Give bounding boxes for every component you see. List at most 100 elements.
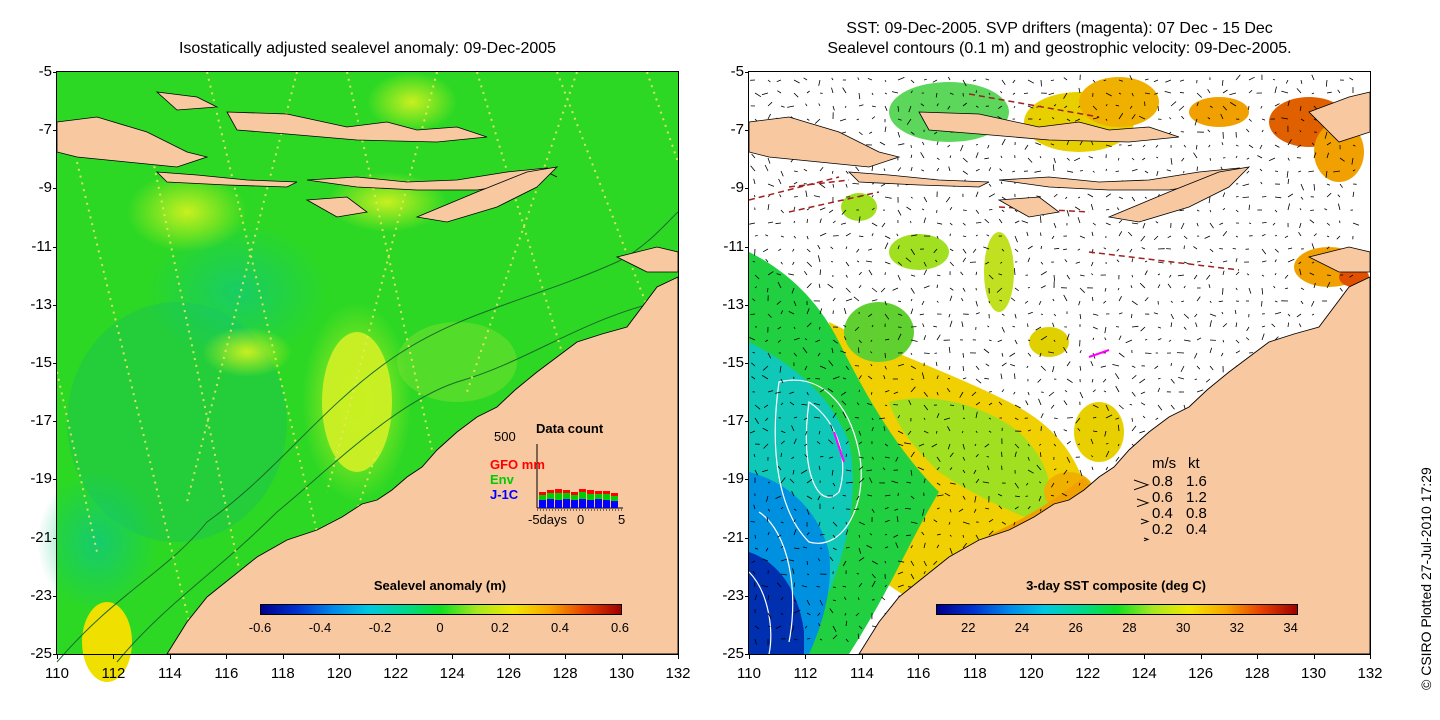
x-axis-tick-mark [113, 654, 115, 659]
y-axis-tick-label: -23 [722, 586, 744, 604]
x-axis-tick-label: 116 [906, 665, 931, 682]
data-count-bar [579, 489, 586, 492]
x-axis-tick-label: 112 [101, 665, 126, 682]
x-axis-tick-mark [974, 654, 976, 659]
data-count-bar [579, 499, 586, 508]
data-count-bar [571, 495, 578, 500]
x-axis-tick-label: 118 [270, 665, 295, 682]
x-axis-tick-mark [861, 654, 863, 659]
velocity-legend-kt: 0.8 [1186, 505, 1207, 522]
data-count-bar [587, 494, 594, 500]
data-count-bar [587, 490, 594, 494]
x-axis-tick-label: 128 [1244, 665, 1270, 682]
y-axis-tick-label: -17 [722, 412, 744, 430]
x-axis-tick-mark [1370, 654, 1371, 659]
right-australia [858, 276, 1371, 655]
x-axis-tick-label: 112 [793, 665, 818, 682]
x-axis-tick-label: 128 [552, 665, 578, 682]
velocity-legend-ms: 0.2 [1152, 521, 1173, 538]
velocity-legend-kt-header: kt [1188, 455, 1200, 472]
velocity-legend-header: m/s kt [1128, 455, 1238, 473]
y-axis-tick-mark [745, 363, 749, 364]
right-map [748, 72, 1371, 655]
left-islands [56, 91, 679, 273]
y-axis-tick-mark [745, 304, 749, 306]
y-axis-tick-mark [53, 246, 57, 248]
right-map-title-line2: Sealevel contours (0.1 m) and geostrophi… [827, 40, 1292, 57]
left-anomaly-blob [397, 322, 517, 402]
colorbar-tick-label: 22 [961, 620, 976, 635]
x-axis-tick-mark [565, 654, 567, 659]
x-axis-tick-label: 126 [1188, 665, 1214, 682]
data-count-bar [571, 500, 578, 508]
velocity-legend-row: 0.2 0.4 [1128, 521, 1238, 542]
x-axis-tick-mark [1031, 654, 1033, 659]
data-count-bar [611, 501, 618, 508]
x-axis-tick-label: 114 [849, 665, 874, 682]
velocity-legend-row: 0.8 1.6 [1128, 473, 1238, 490]
velocity-legend-row: 0.4 0.8 [1128, 505, 1238, 525]
data-count-bar [611, 493, 618, 496]
y-axis-tick-mark [745, 130, 749, 132]
x-axis-tick-label: 124 [439, 665, 465, 682]
data-count-bar [555, 493, 562, 500]
data-count-bar [555, 500, 562, 508]
y-axis-tick-label: -9 [730, 179, 744, 197]
velocity-arrow-icon [1136, 493, 1150, 510]
colorbar-tick-label: 0.6 [610, 620, 630, 635]
left-map [37, 71, 679, 682]
data-count-bar [611, 496, 618, 501]
data-count-title: Data count [536, 421, 604, 436]
velocity-legend-kt: 1.6 [1186, 473, 1207, 490]
colorbar-tick-label: 28 [1122, 620, 1137, 635]
data-count-bar [539, 495, 546, 500]
colorbar-tick-label: 26 [1068, 620, 1083, 635]
x-axis-tick-mark [621, 654, 623, 659]
y-axis-tick-label: -19 [30, 470, 52, 488]
colorbar-tick-label: -0.6 [248, 620, 272, 635]
x-axis-tick-label: 114 [157, 665, 182, 682]
data-count-x-tick: 0 [577, 512, 585, 527]
data-count-bar [571, 492, 578, 495]
colorbar-tick-label: 0.4 [550, 620, 570, 635]
left-depth-contour [116, 301, 658, 663]
y-axis-tick-mark [53, 421, 57, 423]
y-axis-tick-label: -25 [30, 645, 52, 662]
y-axis-tick-mark [53, 304, 57, 306]
velocity-legend-ms-header: m/s [1152, 455, 1177, 472]
left-anomaly-blob [147, 222, 327, 362]
y-axis-tick-label: -11 [31, 237, 52, 255]
colorbar-tick-label: 32 [1229, 620, 1245, 635]
svp-drifter-track-magenta [833, 431, 845, 463]
left-anomaly-blob [302, 302, 412, 502]
data-count-bar [595, 499, 602, 508]
left-anomaly-blob [127, 172, 247, 252]
right-islands [748, 91, 1371, 273]
y-axis-tick-mark [745, 654, 749, 655]
y-axis-tick-label: -15 [30, 354, 52, 371]
y-axis-tick-label: -17 [30, 412, 52, 430]
y-axis-tick-label: -13 [30, 295, 52, 313]
velocity-legend-kt: 0.4 [1186, 521, 1207, 538]
y-axis-tick-label: -23 [30, 586, 52, 604]
y-axis-tick-label: -19 [722, 470, 744, 488]
velocity-arrow-icon [1140, 511, 1150, 528]
data-count-bar [563, 490, 570, 493]
left-altimeter-tracks [56, 71, 679, 655]
left-australia [166, 276, 679, 655]
left-anomaly-blob [202, 327, 292, 377]
data-count-x-tick: -5days [528, 512, 568, 527]
x-axis-tick-label: 130 [609, 665, 635, 682]
x-axis-tick-label: 122 [1075, 665, 1101, 682]
x-axis-tick-mark [57, 654, 58, 659]
data-count-bar [595, 494, 602, 499]
x-axis-tick-label: 118 [962, 665, 987, 682]
right-colorbar [936, 604, 1298, 615]
left-depth-contour [56, 211, 679, 663]
data-count-bar [603, 494, 610, 500]
data-count-bar [547, 493, 554, 499]
x-axis-tick-label: 110 [45, 665, 69, 682]
x-axis-tick-label: 122 [383, 665, 409, 682]
y-axis-tick-mark [745, 72, 749, 73]
sst-cold-region [749, 552, 804, 654]
